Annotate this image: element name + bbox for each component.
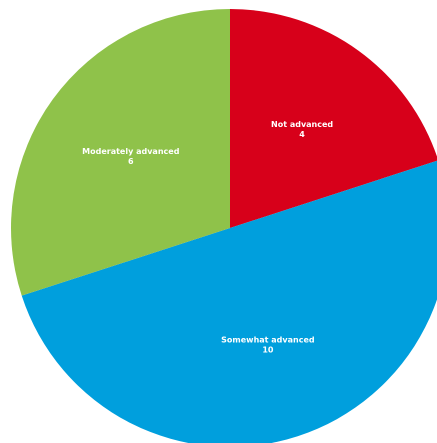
pie-slice-not-advanced xyxy=(230,9,437,228)
slice-label: Moderately advanced xyxy=(82,147,180,156)
slice-label: Not advanced xyxy=(271,120,333,129)
slice-value-label: 4 xyxy=(299,130,305,139)
pie-slice-moderately-advanced xyxy=(10,9,230,296)
slice-value-label: 10 xyxy=(262,346,274,355)
slice-label: Somewhat advanced xyxy=(221,336,315,345)
pie-slice-somewhat-advanced xyxy=(21,160,437,443)
slice-value-label: 6 xyxy=(128,157,134,166)
